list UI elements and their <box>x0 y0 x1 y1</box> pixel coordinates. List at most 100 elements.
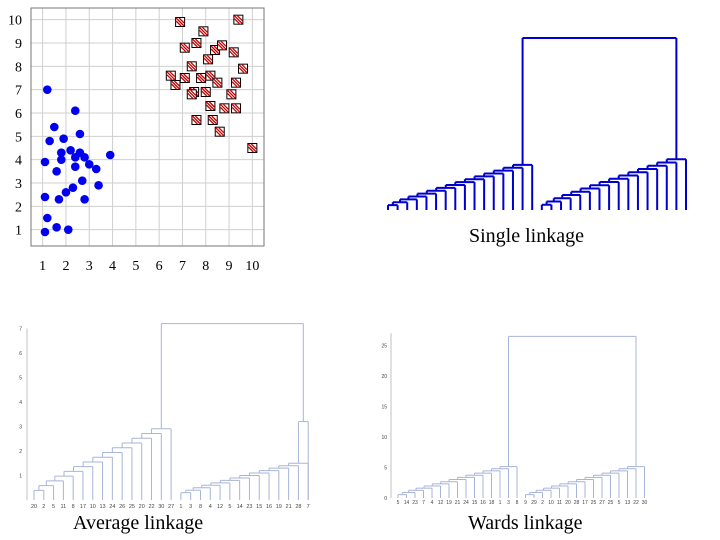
marker-hatch <box>208 115 218 125</box>
point-red-square <box>165 70 176 81</box>
marker-hatch <box>222 103 229 110</box>
y-tick-label: 6 <box>15 107 22 122</box>
avg-leaf-label: 24 <box>109 504 115 510</box>
point-blue-circle <box>70 162 80 171</box>
scatter-grid <box>31 8 264 246</box>
point-red-square <box>247 143 258 153</box>
marker-hatch <box>208 118 215 125</box>
ward-leaf-label: 19 <box>446 500 452 506</box>
marker-hatch <box>191 41 198 48</box>
ward-leaf-label: 17 <box>582 500 588 506</box>
ward-leaf-label: 16 <box>480 500 486 506</box>
avg-leaf-label: 2 <box>42 504 45 510</box>
marker-hatch <box>191 38 201 48</box>
avg-leaf-label: 17 <box>80 504 86 510</box>
ward-y-tick-label: 25 <box>381 344 387 350</box>
avg-leaf-label: 30 <box>158 504 164 510</box>
point-red-square <box>200 87 211 97</box>
marker-hatch <box>233 18 240 25</box>
ward-y-tick-label: 15 <box>381 405 387 411</box>
point-blue-circle <box>68 183 78 192</box>
ward-leaf-label: 30 <box>642 500 648 506</box>
y-tick-label: 5 <box>15 130 22 145</box>
x-tick-label: 10 <box>245 259 259 274</box>
marker-hatch <box>231 81 238 88</box>
ward-leaf-label: 24 <box>463 500 469 506</box>
marker-hatch <box>250 143 257 150</box>
marker-hatch <box>196 73 206 83</box>
scatter-frame <box>30 7 265 247</box>
marker-hatch <box>241 64 248 71</box>
point-blue-circle <box>70 106 80 115</box>
marker-hatch <box>205 104 212 111</box>
average-linkage-caption: Average linkage <box>73 512 204 534</box>
ward-y-tick-label: 20 <box>381 374 387 380</box>
ward-leaf-label: 8 <box>516 500 519 506</box>
marker-hatch <box>226 89 236 99</box>
ward-y-tick-label: 5 <box>384 466 387 472</box>
marker-hatch <box>198 26 208 36</box>
marker-hatch <box>174 80 180 87</box>
y-tick-label: 7 <box>15 84 22 99</box>
marker-hatch <box>187 61 197 71</box>
y-tick-label: 4 <box>15 154 22 169</box>
avg-leaf-label: 13 <box>99 504 105 510</box>
avg-leaf-label: 11 <box>61 504 67 510</box>
x-tick-label: 3 <box>86 259 93 274</box>
avg-y-tick-label: 4 <box>19 400 22 406</box>
point-blue-circle <box>84 160 94 169</box>
point-blue-circle <box>61 188 71 197</box>
avg-y-tick-label: 2 <box>19 449 22 455</box>
avg-leaf-label: 1 <box>179 504 182 510</box>
marker-hatch <box>231 103 241 113</box>
avg-leaf-label: 26 <box>119 504 125 510</box>
marker-hatch <box>201 26 208 33</box>
avg-leaf-label: 10 <box>90 504 96 510</box>
marker-hatch <box>178 17 185 24</box>
marker-hatch <box>208 71 215 78</box>
ward-leaf-label: 21 <box>455 500 461 506</box>
point-blue-circle <box>40 192 50 202</box>
avg-leaf-label: 23 <box>246 504 252 510</box>
ward-leaf-label: 18 <box>489 500 495 506</box>
marker-hatch <box>175 17 185 27</box>
marker-hatch <box>215 127 225 137</box>
point-blue-circle <box>59 134 68 143</box>
avg-leaf-label: 5 <box>228 504 231 510</box>
marker-hatch <box>196 76 203 83</box>
ward-leaf-label: 12 <box>438 500 444 506</box>
point-blue-circle <box>105 150 115 160</box>
marker-hatch <box>191 118 198 125</box>
marker-hatch <box>211 115 218 122</box>
point-blue-circle <box>75 129 85 139</box>
point-blue-circle <box>52 167 61 176</box>
scatter-y-ticks: 1 2 3 4 5 6 7 8 9 10 <box>8 14 22 239</box>
avg-leaf-label: 7 <box>307 504 310 510</box>
marker-hatch <box>166 74 173 81</box>
ward-leaf-label: 9 <box>524 500 527 506</box>
marker-hatch <box>180 76 187 83</box>
avg-leaf-label: 8 <box>199 504 202 510</box>
marker-hatch <box>187 92 194 99</box>
ward-leaf-label: 11 <box>557 500 562 506</box>
marker-hatch <box>210 48 217 55</box>
ward-leaf-label: 7 <box>422 500 425 506</box>
x-tick-label: 4 <box>109 259 116 274</box>
avg-y-tick-label: 6 <box>19 351 22 357</box>
marker-hatch <box>220 40 227 47</box>
avg-leaf-label: 16 <box>266 504 272 510</box>
marker-hatch <box>205 74 212 81</box>
point-red-square <box>219 103 230 114</box>
point-blue-circle <box>80 195 89 204</box>
point-blue-circle <box>77 176 87 185</box>
ward-leaf-label: 3 <box>507 500 510 506</box>
ward-leaf-label: 1 <box>499 500 502 506</box>
avg-leaf-label: 19 <box>276 504 282 510</box>
avg-leaf-label: 21 <box>286 504 292 510</box>
point-red-square <box>233 14 244 25</box>
avg-y-tick-label: 7 <box>19 327 22 333</box>
x-tick-label: 9 <box>226 259 233 274</box>
ward-leaf-label: 29 <box>531 500 537 506</box>
marker-hatch <box>217 40 227 50</box>
